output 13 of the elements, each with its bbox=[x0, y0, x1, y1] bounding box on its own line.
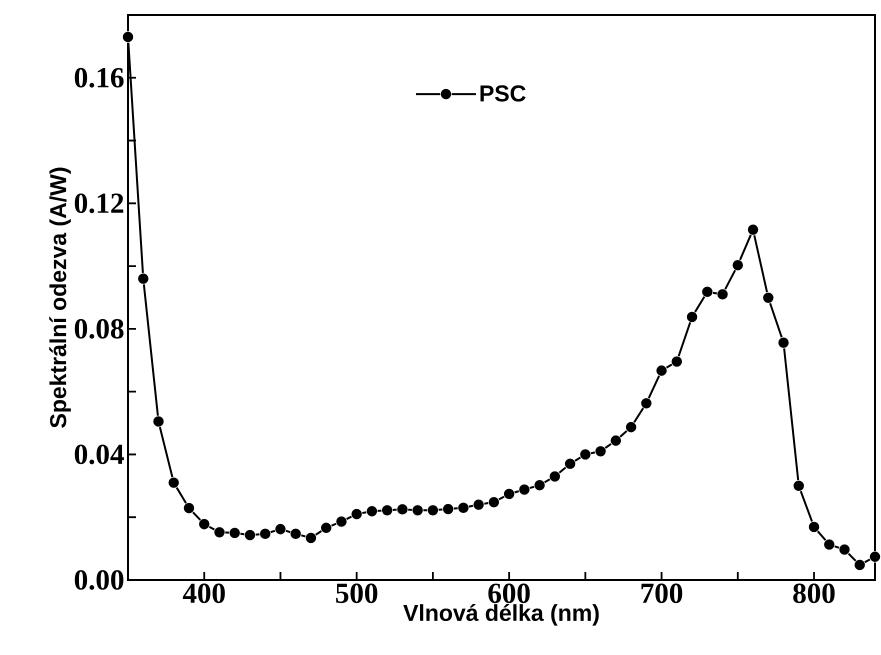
y-tick-label: 0.16 bbox=[74, 68, 124, 88]
y-tick-label: 0.08 bbox=[74, 319, 124, 339]
x-tick-label: 700 bbox=[641, 584, 682, 604]
y-tick-label: 0.04 bbox=[74, 444, 124, 464]
y-axis-title: Spektrální odezva (A/W) bbox=[49, 168, 71, 428]
x-tick-label: 600 bbox=[488, 584, 530, 604]
x-tick-label: 400 bbox=[182, 584, 225, 604]
x-axis-title: Vlnová délka (nm) bbox=[403, 604, 599, 626]
x-tick-label: 800 bbox=[793, 584, 835, 604]
x-tick-label: 500 bbox=[336, 584, 378, 604]
legend-label: PSC bbox=[480, 85, 526, 102]
y-tick-label: 0.00 bbox=[74, 570, 124, 590]
y-tick-label: 0.12 bbox=[74, 193, 124, 214]
